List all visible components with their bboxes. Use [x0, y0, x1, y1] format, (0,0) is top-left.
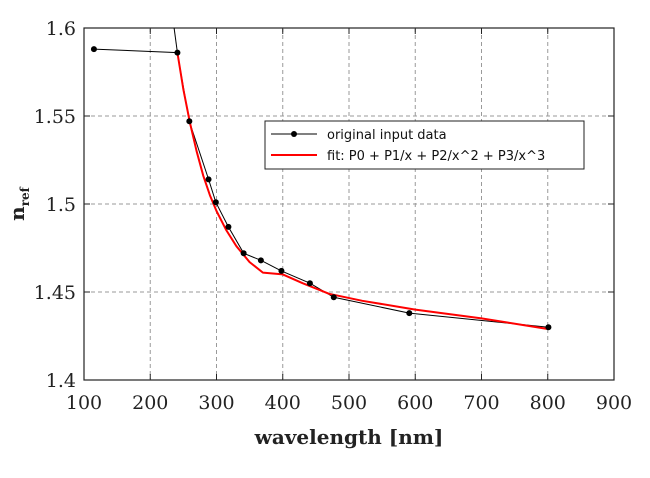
axis-ticks	[83, 27, 615, 381]
y-axis-label-subscript: ref	[18, 186, 32, 206]
input-data-point	[90, 46, 97, 53]
x-tick-label: 300	[198, 392, 234, 414]
y-axis-label-main: n	[5, 206, 29, 221]
legend-box	[264, 120, 585, 170]
fit-steep-segment	[173, 27, 178, 53]
input-data-point	[186, 118, 193, 125]
x-tick-label: 500	[331, 392, 367, 414]
y-tick-label: 1.4	[46, 370, 76, 392]
x-tick-label: 900	[596, 392, 632, 414]
x-tick-label: 600	[397, 392, 433, 414]
y-axis-label: nref	[5, 186, 32, 221]
x-axis-label: wavelength [nm]	[254, 425, 444, 449]
input-data-point	[240, 250, 247, 257]
input-data-point	[545, 324, 552, 331]
legend-label-input: original input data	[327, 128, 447, 143]
series-layer	[90, 27, 552, 331]
x-tick-label: 700	[463, 392, 499, 414]
input-data-point	[406, 310, 413, 317]
legend-swatch-input-marker	[291, 131, 297, 137]
x-tick-label: 200	[132, 392, 168, 414]
input-data-point	[225, 223, 232, 230]
x-tick-label: 100	[66, 392, 102, 414]
input-data-point	[174, 49, 181, 56]
legend: original input data fit: P0 + P1/x + P2/…	[264, 120, 585, 170]
legend-label-fit: fit: P0 + P1/x + P2/x^2 + P3/x^3	[327, 149, 545, 164]
input-data-point	[330, 294, 337, 301]
input-data-point	[257, 257, 264, 264]
y-tick-label: 1.55	[34, 106, 76, 128]
y-tick-label: 1.5	[46, 194, 76, 216]
y-tick-label: 1.45	[34, 282, 76, 304]
x-tick-label: 800	[530, 392, 566, 414]
input-data-point	[212, 199, 219, 206]
input-data-point	[278, 267, 285, 274]
input-data-point	[306, 280, 313, 287]
input-data-point	[205, 176, 212, 183]
y-tick-label: 1.6	[46, 18, 76, 40]
x-tick-label: 400	[265, 392, 301, 414]
tick-labels: 100 200 300 400 500 600 700 800 900 1.4 1.45 1.5 1.5…	[34, 18, 632, 414]
